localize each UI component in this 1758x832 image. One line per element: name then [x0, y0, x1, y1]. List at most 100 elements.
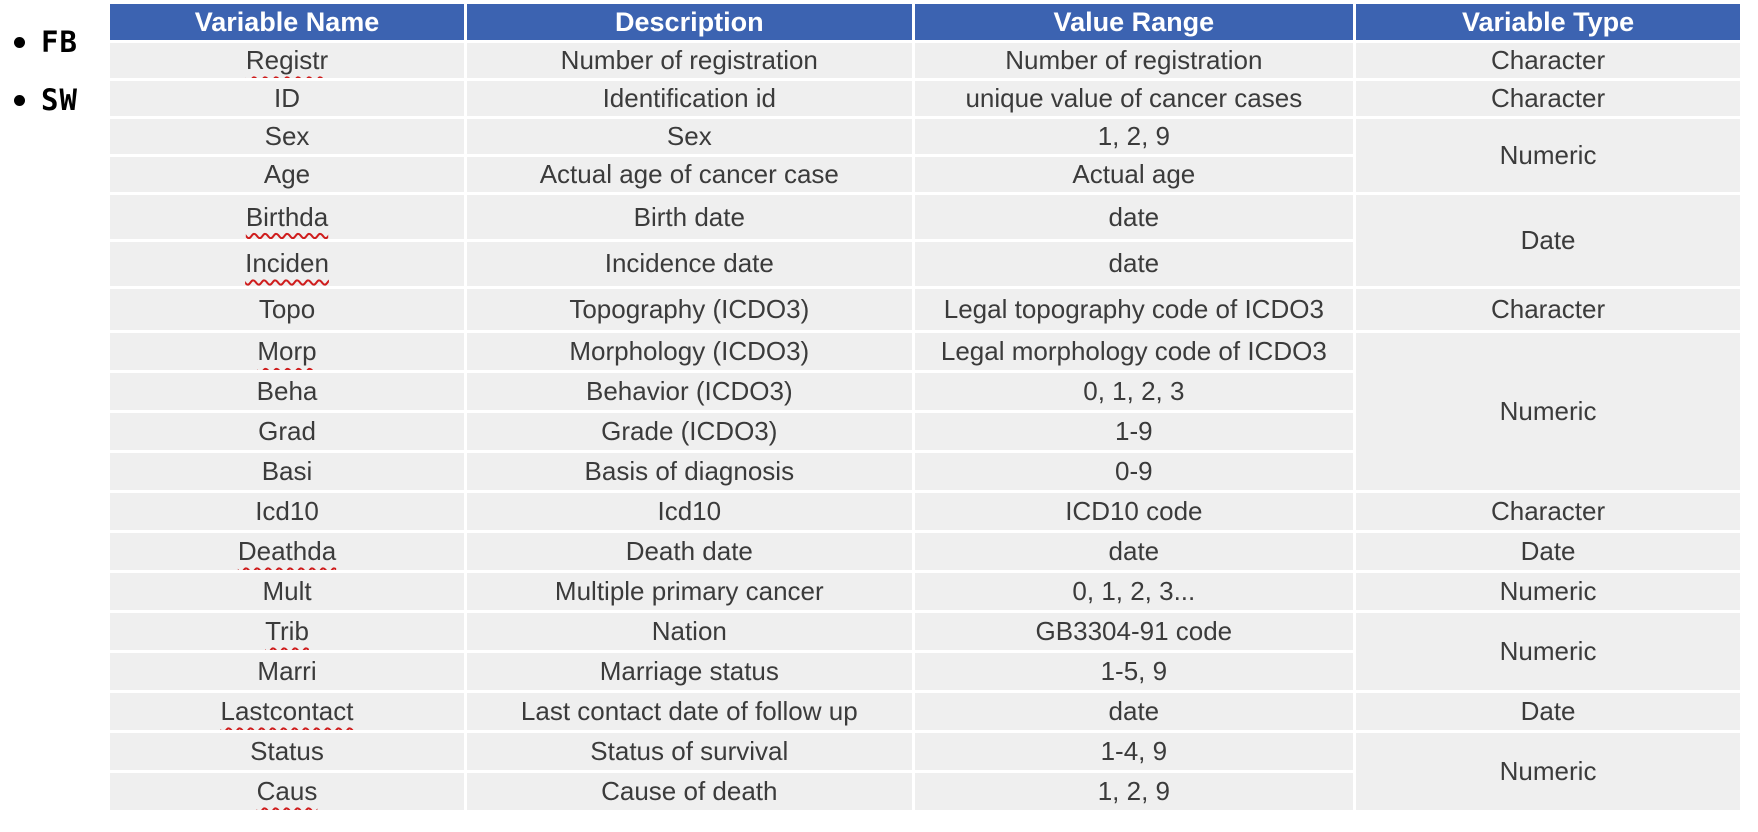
type-cell: Character — [1356, 81, 1740, 117]
var-name-cell-label: Basi — [261, 456, 313, 487]
var-name-cell-label: ID — [274, 83, 301, 114]
var-name-cell: Beha — [110, 373, 465, 411]
value-range-cell-label: 0, 1, 2, 3 — [1083, 376, 1185, 407]
description-cell: Grade (ICDO3) — [467, 413, 912, 451]
value-range-cell: Number of registration — [914, 43, 1354, 79]
value-range-cell-label: ICD10 code — [1065, 496, 1203, 527]
value-range-cell: 0-9 — [914, 453, 1354, 491]
type-cell-label: Numeric — [1499, 140, 1597, 171]
column-header-2-label: Description — [615, 6, 764, 37]
value-range-cell-label: unique value of cancer cases — [965, 83, 1303, 114]
type-cell: Character — [1356, 43, 1740, 79]
description-cell-label: Basis of diagnosis — [584, 456, 795, 487]
value-range-cell-label: date — [1108, 248, 1160, 279]
bullet-item-sw: SW — [14, 80, 78, 120]
type-cell: Numeric — [1356, 733, 1740, 810]
description-cell: Basis of diagnosis — [467, 453, 912, 491]
bullet-list: FB SW — [14, 22, 78, 138]
type-cell: Character — [1356, 493, 1740, 531]
bullet-label-sw: SW — [41, 83, 78, 117]
var-name-cell-label: Sex — [264, 121, 310, 152]
var-name-cell-label: Mult — [262, 576, 312, 607]
bullet-dot-icon — [14, 36, 25, 48]
var-name-cell: Inciden — [110, 241, 465, 286]
type-cell-label: Numeric — [1499, 636, 1597, 667]
bullet-label-fb: FB — [41, 25, 78, 59]
description-cell: Behavior (ICDO3) — [467, 373, 912, 411]
column-header-3: Value Range — [914, 4, 1354, 40]
description-cell-label: Behavior (ICDO3) — [585, 376, 793, 407]
var-name-cell-label: Lastcontact — [220, 696, 354, 727]
description-cell: Multiple primary cancer — [467, 573, 912, 611]
description-cell-label: Death date — [625, 536, 753, 567]
description-cell: Death date — [467, 533, 912, 571]
var-name-cell-label: Marri — [257, 656, 317, 687]
column-header-1-label: Variable Name — [194, 6, 380, 37]
column-header-4-label: Variable Type — [1462, 6, 1635, 37]
description-cell: Nation — [467, 613, 912, 651]
column-header-3-label: Value Range — [1053, 6, 1215, 37]
var-name-cell-label: Grad — [258, 416, 316, 447]
type-cell-label: Numeric — [1499, 396, 1597, 427]
var-name-cell: Icd10 — [110, 493, 465, 531]
value-range-cell-label: date — [1108, 201, 1160, 232]
var-name-cell-label: Deathda — [237, 536, 337, 567]
column-header-1: Variable Name — [110, 4, 465, 40]
description-cell-label: Grade (ICDO3) — [601, 416, 778, 447]
value-range-cell: Legal topography code of ICDO3 — [914, 288, 1354, 331]
description-cell: Incidence date — [467, 241, 912, 286]
type-cell: Numeric — [1356, 573, 1740, 611]
type-cell: Character — [1356, 288, 1740, 331]
type-cell-label: Character — [1490, 45, 1606, 76]
value-range-cell-label: Legal topography code of ICDO3 — [943, 293, 1324, 324]
value-range-cell: date — [914, 241, 1354, 286]
type-cell-label: Character — [1490, 293, 1606, 324]
value-range-cell: 1-5, 9 — [914, 653, 1354, 691]
var-name-cell: Grad — [110, 413, 465, 451]
column-header-2: Description — [467, 4, 912, 40]
description-cell-label: Birth date — [633, 201, 745, 232]
var-name-cell-label: Status — [250, 736, 324, 767]
value-range-cell: unique value of cancer cases — [914, 81, 1354, 117]
type-cell: Date — [1356, 693, 1740, 731]
description-cell-label: Last contact date of follow up — [520, 696, 858, 727]
var-name-cell: Registr — [110, 43, 465, 79]
description-cell-label: Incidence date — [604, 248, 774, 279]
value-range-cell-label: 0-9 — [1115, 456, 1153, 487]
var-name-cell-label: Topo — [258, 293, 316, 324]
value-range-cell: date — [914, 533, 1354, 571]
value-range-cell: 0, 1, 2, 3 — [914, 373, 1354, 411]
description-cell: Cause of death — [467, 773, 912, 810]
type-cell: Date — [1356, 533, 1740, 571]
description-cell-label: Identification id — [602, 83, 777, 114]
type-cell-label: Date — [1520, 696, 1576, 727]
value-range-cell-label: 1, 2, 9 — [1097, 121, 1170, 152]
value-range-cell: 0, 1, 2, 3... — [914, 573, 1354, 611]
var-name-cell: Age — [110, 157, 465, 193]
var-name-cell-label: Birthda — [245, 201, 329, 232]
type-cell-label: Date — [1520, 224, 1576, 255]
var-name-cell-label: Registr — [245, 45, 329, 76]
description-cell: Birth date — [467, 195, 912, 239]
var-name-cell: ID — [110, 81, 465, 117]
bullet-dot-icon — [14, 94, 25, 106]
type-cell: Numeric — [1356, 333, 1740, 491]
value-range-cell: GB3304-91 code — [914, 613, 1354, 651]
var-name-cell-label: Icd10 — [255, 496, 319, 527]
description-cell-label: Marriage status — [599, 656, 779, 687]
value-range-cell-label: date — [1108, 536, 1160, 567]
description-cell-label: Sex — [666, 121, 712, 152]
value-range-cell: 1, 2, 9 — [914, 119, 1354, 155]
var-name-cell: Deathda — [110, 533, 465, 571]
value-range-cell-label: GB3304-91 code — [1035, 616, 1233, 647]
description-cell: Identification id — [467, 81, 912, 117]
description-cell: Topography (ICDO3) — [467, 288, 912, 331]
type-cell: Numeric — [1356, 119, 1740, 193]
description-cell: Icd10 — [467, 493, 912, 531]
description-cell-label: Actual age of cancer case — [539, 159, 839, 190]
value-range-cell: Legal morphology code of ICDO3 — [914, 333, 1354, 371]
bullet-item-fb: FB — [14, 22, 78, 62]
var-name-cell: Morp — [110, 333, 465, 371]
type-cell-label: Character — [1490, 83, 1606, 114]
var-name-cell: Status — [110, 733, 465, 771]
